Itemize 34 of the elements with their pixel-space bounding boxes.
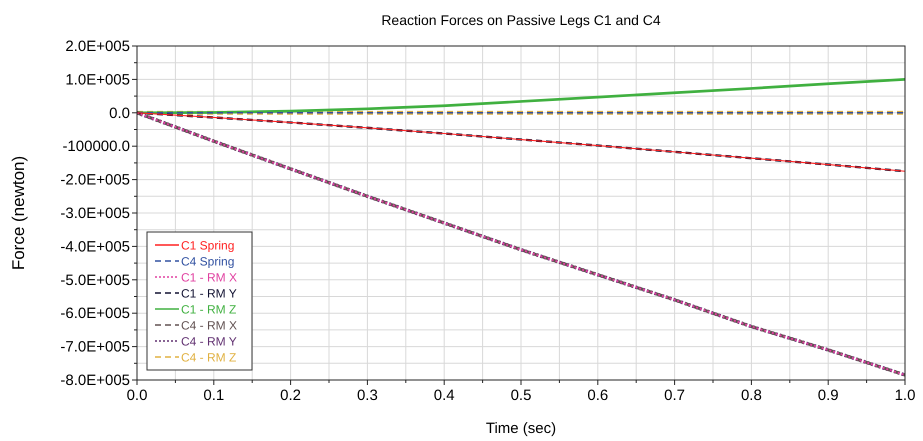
x-tick-label: 0.3 [356, 387, 378, 404]
y-tick-label: 2.0E+005 [65, 38, 130, 55]
x-tick-label: 0.1 [203, 387, 224, 404]
legend-label: C1 - RM Z [181, 302, 236, 316]
x-tick-label: 0.5 [510, 387, 532, 404]
x-tick-label: 0.8 [740, 387, 762, 404]
line-series [136, 78, 906, 114]
x-tick-label: 1.0 [894, 387, 916, 404]
y-tick-label: -2.0E+005 [60, 172, 130, 189]
y-axis-title: Force (newton) [9, 156, 28, 270]
legend-label: C1 - RM X [181, 270, 238, 284]
y-tick-label: 1.0E+005 [65, 71, 130, 88]
chart-title: Reaction Forces on Passive Legs C1 and C4 [381, 12, 661, 28]
y-tick-label: -8.0E+005 [60, 372, 130, 389]
x-tick-label: 0.2 [280, 387, 302, 404]
x-tick-label: 0.4 [434, 387, 455, 404]
legend-label: C4 - RM X [181, 318, 238, 332]
y-tick-label: -7.0E+005 [60, 338, 130, 356]
y-tick-label: -4.0E+005 [60, 238, 130, 256]
x-tick-label: 0.7 [664, 387, 686, 404]
x-axis-title: Time (sec) [486, 420, 556, 437]
legend-label: C4 - RM Y [181, 334, 237, 348]
y-tick-label: -100000.0 [62, 138, 130, 156]
x-tick-label: 0.6 [587, 387, 608, 404]
legend-label: C4 - RM Z [181, 350, 236, 364]
x-tick-label: 0.9 [818, 387, 839, 404]
y-tick-label: -5.0E+005 [60, 272, 130, 289]
y-tick-label: 0.0 [109, 104, 130, 122]
y-tick-label: -3.0E+005 [60, 205, 130, 222]
x-tick-label: 0.0 [126, 387, 148, 404]
legend-label: C4 Spring [181, 254, 234, 268]
legend-label: C1 Spring [181, 238, 234, 252]
legend-label: C1 - RM Y [181, 286, 237, 300]
y-tick-label: -6.0E+005 [60, 305, 130, 322]
